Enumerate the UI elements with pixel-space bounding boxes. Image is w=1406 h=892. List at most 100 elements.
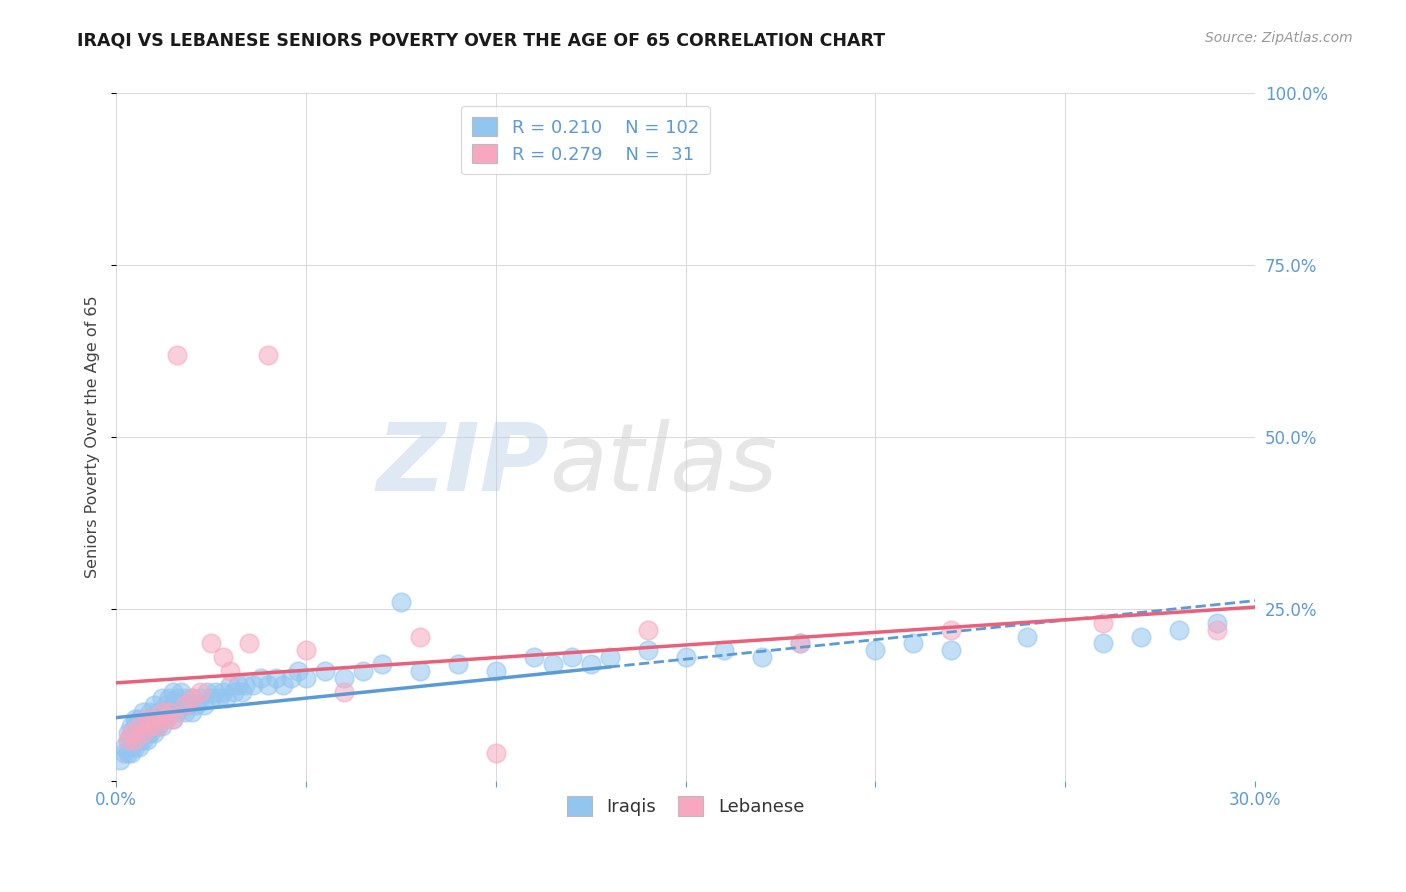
Point (146, 719, 169, 733)
Point (903, 636, 925, 650)
Point (173, 691, 195, 706)
Point (128, 712, 150, 726)
Text: atlas: atlas (548, 419, 778, 510)
Point (789, 636, 811, 650)
Point (184, 698, 207, 713)
Point (162, 698, 184, 713)
Point (108, 753, 131, 767)
Point (155, 712, 177, 726)
Point (208, 691, 231, 706)
Point (1092, 636, 1115, 650)
Point (135, 726, 157, 740)
Point (238, 636, 260, 650)
Point (139, 719, 162, 733)
Point (124, 732, 146, 747)
Point (233, 678, 256, 692)
Point (211, 650, 233, 665)
Point (188, 691, 211, 706)
Point (170, 698, 193, 713)
Point (132, 719, 155, 733)
Point (139, 726, 162, 740)
Point (352, 664, 374, 678)
Point (120, 726, 142, 740)
Point (181, 691, 204, 706)
Point (271, 678, 294, 692)
Point (295, 643, 318, 657)
Point (637, 643, 659, 657)
Point (579, 657, 602, 672)
Point (132, 705, 155, 719)
Point (1130, 630, 1153, 644)
Point (139, 705, 162, 719)
Point (200, 691, 222, 706)
Point (599, 650, 621, 665)
Point (146, 705, 169, 719)
Point (143, 726, 166, 740)
Point (314, 664, 336, 678)
Point (155, 698, 177, 713)
Point (173, 698, 195, 713)
Point (117, 747, 139, 761)
Point (128, 739, 150, 754)
Point (865, 643, 887, 657)
Point (120, 719, 142, 733)
Point (166, 348, 188, 362)
Point (173, 705, 195, 719)
Point (215, 691, 238, 706)
Point (124, 739, 146, 754)
Point (1206, 615, 1229, 630)
Point (146, 712, 169, 726)
Point (637, 623, 659, 637)
Point (143, 698, 166, 713)
Point (128, 719, 150, 733)
Point (257, 348, 280, 362)
Point (195, 684, 218, 698)
Point (162, 712, 184, 726)
Point (150, 705, 173, 719)
Point (295, 671, 318, 685)
Point (485, 747, 508, 761)
Point (150, 691, 173, 706)
Point (371, 657, 394, 672)
Text: Source: ZipAtlas.com: Source: ZipAtlas.com (1205, 31, 1353, 45)
Point (132, 732, 155, 747)
Point (128, 726, 150, 740)
Point (162, 684, 184, 698)
Point (157, 705, 180, 719)
Point (146, 719, 169, 733)
Text: ZIP: ZIP (377, 418, 548, 511)
Point (249, 671, 271, 685)
Point (117, 726, 139, 740)
Point (188, 684, 211, 698)
Point (264, 671, 287, 685)
Point (135, 719, 157, 733)
Point (561, 650, 583, 665)
Point (287, 664, 309, 678)
Point (333, 684, 356, 698)
Point (135, 712, 157, 726)
Point (541, 657, 564, 672)
Point (257, 678, 280, 692)
Point (193, 698, 215, 713)
Point (143, 712, 166, 726)
Point (117, 732, 139, 747)
Point (280, 671, 302, 685)
Point (135, 712, 157, 726)
Point (124, 712, 146, 726)
Text: IRAQI VS LEBANESE SENIORS POVERTY OVER THE AGE OF 65 CORRELATION CHART: IRAQI VS LEBANESE SENIORS POVERTY OVER T… (77, 31, 886, 49)
Point (409, 630, 432, 644)
Point (211, 684, 233, 698)
Point (219, 678, 242, 692)
Point (166, 705, 188, 719)
Point (204, 684, 226, 698)
Point (124, 719, 146, 733)
Point (1017, 630, 1039, 644)
Point (124, 732, 146, 747)
Point (222, 684, 245, 698)
Point (1168, 623, 1191, 637)
Point (789, 636, 811, 650)
Y-axis label: Seniors Poverty Over the Age of 65: Seniors Poverty Over the Age of 65 (86, 296, 100, 579)
Point (751, 650, 773, 665)
Point (112, 747, 135, 761)
Point (150, 719, 173, 733)
